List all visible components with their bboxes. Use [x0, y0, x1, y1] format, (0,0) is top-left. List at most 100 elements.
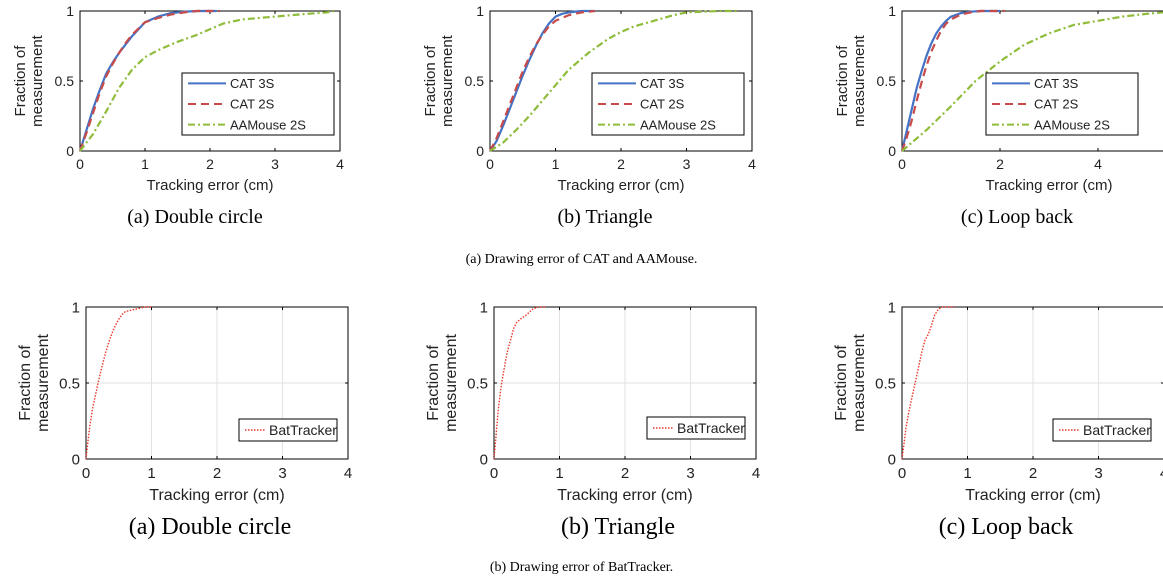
series-line-cat-2s	[78, 9, 220, 152]
series-line-cat-2s	[489, 9, 595, 152]
series-line-battracker	[493, 306, 547, 460]
x-tick-label: 4	[1160, 465, 1163, 482]
y-tick-label: 1	[888, 3, 896, 19]
x-tick-label: 3	[683, 156, 691, 172]
y-axis-label: measurement	[439, 34, 456, 127]
figure-caption-top: (a) Drawing error of CAT and AAMouse.	[465, 252, 698, 267]
x-tick-label: 4	[752, 465, 760, 482]
series-line-battracker	[85, 306, 152, 460]
y-tick-label: 1	[72, 299, 80, 316]
sub-caption: (b) Triangle	[561, 514, 675, 540]
x-axis-label: Tracking error (cm)	[147, 177, 274, 194]
series-line-cat-3s	[900, 9, 1000, 152]
sub-caption: (a) Double circle	[128, 514, 292, 540]
x-tick-label: 2	[617, 156, 625, 172]
x-tick-label: 0	[898, 465, 906, 482]
x-tick-label: 0	[76, 156, 84, 172]
legend-label: CAT 3S	[230, 76, 275, 91]
x-tick-label: 0	[82, 465, 90, 482]
x-tick-label: 2	[206, 156, 214, 172]
series-line-battracker	[901, 306, 955, 460]
legend-label: AAMouse 2S	[230, 117, 306, 132]
figure-caption-bottom: (b) Drawing error of BatTracker.	[489, 560, 674, 575]
x-tick-label: 3	[271, 156, 279, 172]
y-tick-label: 1	[476, 3, 484, 19]
y-tick-label: 0	[888, 143, 896, 159]
y-tick-label: 0.5	[875, 375, 896, 392]
y-axis-label: measurement	[851, 334, 868, 432]
x-tick-label: 1	[555, 465, 563, 482]
x-tick-label: 1	[552, 156, 560, 172]
legend-box	[238, 418, 338, 442]
y-axis-label: measurement	[29, 34, 46, 127]
x-tick-label: 2	[213, 465, 221, 482]
sub-caption: (c) Loop back	[938, 514, 1074, 540]
legend-label: CAT 2S	[230, 97, 275, 112]
series-line-aamouse-2s	[79, 9, 334, 152]
x-tick-label: 0	[898, 156, 906, 172]
sub-caption: (a) Double circle	[127, 206, 263, 228]
x-tick-label: 4	[336, 156, 344, 172]
x-tick-label: 0	[486, 156, 494, 172]
legend-label: AAMouse 2S	[640, 117, 716, 132]
y-tick-label: 0	[66, 143, 74, 159]
x-tick-label: 1	[147, 465, 155, 482]
legend-label: BatTracker	[269, 422, 337, 438]
sub-caption: (b) Triangle	[557, 206, 653, 228]
legend-label: CAT 3S	[1034, 76, 1079, 91]
chart-panel-loop-back-battracker: 0 1 2 3 4 0 0.5 1 Tracking error (cm) Fraction of…	[816, 290, 1163, 550]
chart-panel-double-circle-cat: 0 1 2 3 4 0 0.5 1 Tracking error (cm) Fraction of…	[0, 0, 388, 240]
y-axis-label: Fraction of	[422, 45, 439, 117]
y-axis-label: Fraction of	[425, 345, 442, 421]
series-line-aamouse-2s	[901, 11, 1163, 152]
chart-panel-triangle-battracker: 0 1 2 3 4 0 0.5 1 Tracking error (cm) Fraction of…	[408, 290, 798, 550]
x-axis-label: Tracking error (cm)	[557, 487, 692, 504]
y-tick-label: 0.5	[465, 73, 485, 89]
x-axis-label: Tracking error (cm)	[149, 487, 284, 504]
y-tick-label: 0.5	[55, 73, 75, 89]
series-line-cat-2s	[900, 9, 1005, 152]
x-tick-label: 1	[141, 156, 149, 172]
sub-caption: (c) Loop back	[960, 206, 1074, 228]
x-axis-label: Tracking error (cm)	[986, 177, 1113, 194]
y-axis-label: measurement	[851, 34, 868, 127]
x-tick-label: 3	[686, 465, 694, 482]
legend-label: CAT 2S	[1034, 97, 1079, 112]
chart-panel-triangle-cat: 0 1 2 3 4 0 0.5 1 Tracking error (cm) Fraction of…	[410, 0, 798, 240]
x-tick-label: 2	[1029, 465, 1037, 482]
y-axis-label: measurement	[443, 334, 460, 432]
legend-box	[1052, 418, 1152, 442]
y-tick-label: 0.5	[467, 375, 488, 392]
y-tick-label: 0	[476, 143, 484, 159]
y-tick-label: 0.5	[877, 73, 897, 89]
x-tick-label: 4	[1094, 156, 1102, 172]
y-axis-label: Fraction of	[17, 345, 34, 421]
x-tick-label: 2	[996, 156, 1004, 172]
legend-label: CAT 3S	[640, 76, 685, 91]
x-tick-label: 3	[278, 465, 286, 482]
x-tick-label: 4	[748, 156, 756, 172]
y-axis-label: measurement	[35, 334, 52, 432]
y-tick-label: 0	[72, 451, 80, 468]
legend-label: BatTracker	[1083, 422, 1151, 438]
x-axis-label: Tracking error (cm)	[965, 487, 1100, 504]
x-tick-label: 4	[344, 465, 352, 482]
x-axis-label: Tracking error (cm)	[558, 177, 685, 194]
series-line-cat-3s	[489, 9, 595, 152]
y-tick-label: 1	[66, 3, 74, 19]
legend-label: CAT 2S	[640, 97, 685, 112]
x-tick-label: 3	[1094, 465, 1102, 482]
chart-loop-back-battracker: 0 1 2 3 4 0 0.5 1 Tracking error (cm) Fraction of…	[833, 299, 1163, 504]
y-tick-label: 1	[888, 299, 896, 316]
chart-double-circle-battracker: 0 1 2 3 4 0 0.5 1 Tracking error (cm) Fraction of…	[17, 299, 352, 504]
legend-label: AAMouse 2S	[1034, 117, 1110, 132]
x-tick-label: 1	[963, 465, 971, 482]
chart-double-circle-cat: 0 1 2 3 4 0 0.5 1 Tracking error (cm) Fraction of…	[12, 3, 344, 194]
chart-triangle-cat: 0 1 2 3 4 0 0.5 1 Tracking error (cm) Fraction of…	[422, 3, 756, 194]
legend-box	[646, 416, 746, 440]
y-axis-label: Fraction of	[834, 45, 851, 117]
y-tick-label: 0	[480, 451, 488, 468]
chart-panel-double-circle-battracker: 0 1 2 3 4 0 0.5 1 Tracking error (cm) Fraction of…	[0, 290, 390, 550]
